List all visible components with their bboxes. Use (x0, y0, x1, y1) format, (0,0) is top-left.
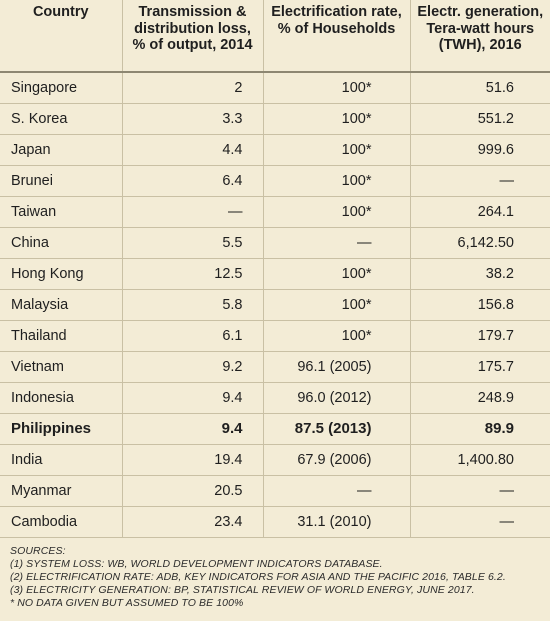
table-row: Singapore 2 100* 51.6 (0, 72, 550, 104)
generation-cell: 51.6 (410, 72, 550, 104)
table-row: Japan 4.4 100* 999.6 (0, 134, 550, 166)
electrification-cell: 100* (263, 289, 411, 321)
country-cell: Indonesia (0, 382, 123, 414)
loss-cell: 23.4 (122, 506, 264, 538)
sources-footnote: SOURCES: (1) SYSTEM LOSS: WB, WORLD DEVE… (0, 538, 550, 610)
generation-cell: 551.2 (410, 103, 550, 135)
country-cell: China (0, 227, 123, 259)
electrification-cell: 100* (263, 134, 411, 166)
table-row: Cambodia 23.4 31.1 (2010) — (0, 506, 550, 538)
country-cell: Cambodia (0, 506, 123, 538)
loss-cell: 9.2 (122, 351, 264, 383)
header-generation: Electr. generation, Tera-watt hours (TWH… (410, 0, 550, 73)
loss-cell: 9.4 (122, 413, 264, 445)
source-line: (3) ELECTRICITY GENERATION: BP, STATISTI… (10, 583, 475, 596)
table-row: Indonesia 9.4 96.0 (2012) 248.9 (0, 382, 550, 414)
table-row: Myanmar 20.5— — (0, 475, 550, 507)
table-row: India 19.4 67.9 (2006) 1,400.80 (0, 444, 550, 476)
loss-cell: 4.4 (122, 134, 264, 166)
header-country: Country (0, 0, 123, 73)
country-cell: Hong Kong (0, 258, 123, 290)
table-row: S. Korea 3.3 100* 551.2 (0, 103, 550, 135)
country-cell: Brunei (0, 165, 123, 197)
electrification-cell: 67.9 (2006) (263, 444, 411, 476)
source-line: (1) SYSTEM LOSS: WB, WORLD DEVELOPMENT I… (10, 557, 383, 570)
generation-cell: 1,400.80 (410, 444, 550, 476)
electricity-table: Country Transmission & distribution loss… (0, 0, 550, 538)
country-cell: Philippines (0, 413, 123, 445)
generation-cell: 6,142.50 (410, 227, 550, 259)
loss-cell: 5.8 (122, 289, 264, 321)
electrification-cell: 96.1 (2005) (263, 351, 411, 383)
electrification-cell: 31.1 (2010) (263, 506, 411, 538)
generation-cell: 89.9 (410, 413, 550, 445)
table-row: Malaysia 5.8 100* 156.8 (0, 289, 550, 321)
electrification-cell: 100* (263, 72, 411, 104)
generation-cell: 999.6 (410, 134, 550, 166)
electrification-cell: 100* (263, 196, 411, 228)
loss-cell: 5.5 (122, 227, 264, 259)
table-row: Vietnam 9.2 96.1 (2005) 175.7 (0, 351, 550, 383)
table-row: Philippines 9.4 87.5 (2013) 89.9 (0, 413, 550, 445)
electrification-cell: 87.5 (2013) (263, 413, 411, 445)
header-loss: Transmission & distribution loss, % of o… (122, 0, 264, 73)
country-cell: Myanmar (0, 475, 123, 507)
generation-cell: — (410, 475, 550, 507)
table-body: Singapore 2 100* 51.6 S. Korea 3.3 100* 551.2 Ja… (0, 72, 550, 538)
generation-cell: 38.2 (410, 258, 550, 290)
loss-cell: 6.1 (122, 320, 264, 352)
loss-cell: 19.4 (122, 444, 264, 476)
generation-cell: 175.7 (410, 351, 550, 383)
table-row: China 5.5—6,142.50 (0, 227, 550, 259)
loss-cell: 3.3 (122, 103, 264, 135)
country-cell: Singapore (0, 72, 123, 104)
table-row: Hong Kong 12.5 100* 38.2 (0, 258, 550, 290)
source-line: * NO DATA GIVEN BUT ASSUMED TO BE 100% (10, 596, 244, 609)
country-cell: India (0, 444, 123, 476)
generation-cell: — (410, 165, 550, 197)
generation-cell: 179.7 (410, 320, 550, 352)
generation-cell: 264.1 (410, 196, 550, 228)
table-header: Country Transmission & distribution loss… (0, 0, 550, 73)
electrification-cell: 100* (263, 103, 411, 135)
loss-cell: 6.4 (122, 165, 264, 197)
loss-cell: — (122, 196, 264, 228)
table-row: Thailand 6.1 100* 179.7 (0, 320, 550, 352)
generation-cell: 248.9 (410, 382, 550, 414)
generation-cell: 156.8 (410, 289, 550, 321)
loss-cell: 20.5 (122, 475, 264, 507)
electrification-cell: — (263, 475, 411, 507)
table-row: Taiwan —100* 264.1 (0, 196, 550, 228)
header-row: Country Transmission & distribution loss… (0, 0, 550, 73)
country-cell: Vietnam (0, 351, 123, 383)
source-line: (2) ELECTRIFICATION RATE: ADB, KEY INDIC… (10, 570, 506, 583)
generation-cell: — (410, 506, 550, 538)
loss-cell: 2 (122, 72, 264, 104)
electrification-cell: 96.0 (2012) (263, 382, 411, 414)
electrification-cell: 100* (263, 320, 411, 352)
loss-cell: 12.5 (122, 258, 264, 290)
country-cell: Thailand (0, 320, 123, 352)
country-cell: Malaysia (0, 289, 123, 321)
table-row: Brunei 6.4 100* — (0, 165, 550, 197)
electrification-cell: — (263, 227, 411, 259)
electrification-cell: 100* (263, 258, 411, 290)
electrification-cell: 100* (263, 165, 411, 197)
loss-cell: 9.4 (122, 382, 264, 414)
country-cell: Japan (0, 134, 123, 166)
header-electrification: Electrification rate, % of Households (263, 0, 411, 73)
sources-title: SOURCES: (10, 544, 66, 557)
country-cell: Taiwan (0, 196, 123, 228)
country-cell: S. Korea (0, 103, 123, 135)
